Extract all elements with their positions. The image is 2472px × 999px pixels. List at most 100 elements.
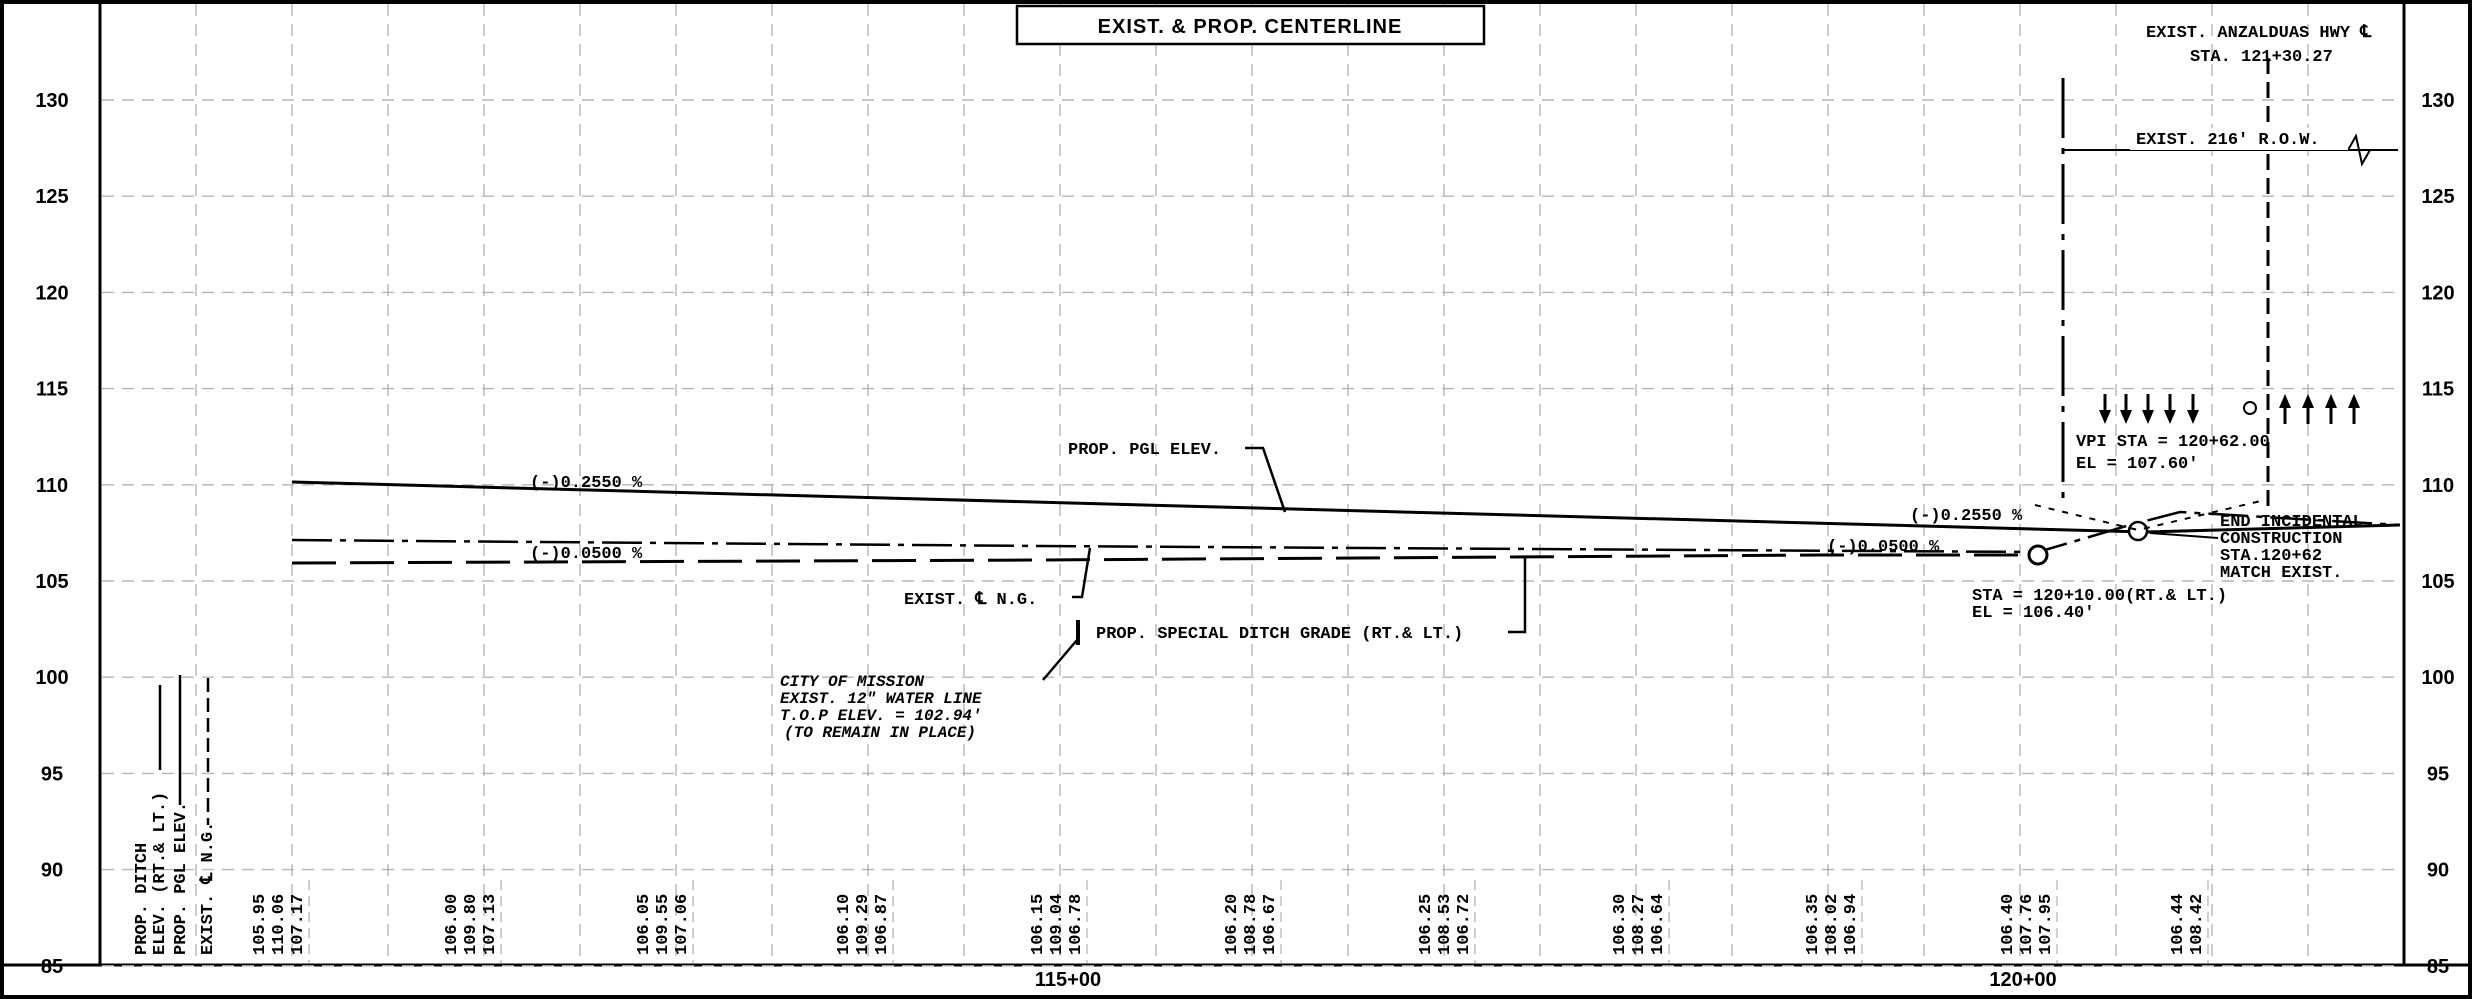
grade-label-ng-left: (-)0.0500 % [530,545,643,564]
vpi-sta-label: VPI STA = 120+62.00 [2076,433,2270,452]
elevation-value: 106.78 [1067,894,1086,955]
elevation-value: 106.94 [1842,894,1861,955]
row-label-ditch-1: PROP. DITCH [133,843,152,955]
elevation-value: 105.95 [251,894,270,955]
elevation-value: 106.30 [1611,894,1630,955]
elevation-label-right: 130 [2421,90,2454,112]
vpi-arrows [2099,394,2360,424]
vpi-el-label: EL = 107.60' [2076,455,2198,474]
elevation-label-left: 110 [36,475,68,497]
elevation-value: 106.44 [2169,894,2188,955]
arrow-down-icon [2187,410,2199,424]
hwy-label-1: EXIST. ANZALDUAS HWY ℄ [2146,24,2372,43]
row-label: EXIST. 216' R.O.W. [2136,131,2320,150]
exist-ng-leader [1072,547,1092,599]
elevation-label-right: 85 [2427,956,2449,978]
ditch-end-circle [2027,544,2049,566]
elevation-value: 109.04 [1048,894,1067,955]
elevation-value: 108.02 [1823,894,1842,955]
elevation-value: 106.10 [835,894,854,955]
elevation-value: 106.67 [1261,894,1280,955]
elevation-value: 107.95 [2037,894,2056,955]
ditch-sta-label: STA = 120+10.00(RT.& LT.) [1972,587,2227,606]
elevation-label-right: 120 [2421,282,2454,304]
elevation-label-right: 100 [2421,667,2454,689]
end-incidental-leader [2149,532,2219,539]
water-line-leader [1042,639,1078,681]
elevation-columns: 105.95 110.06 107.17 106.00 109.80 107.13 106.… [251,880,2209,963]
end-incidental-4: MATCH EXIST. [2220,564,2342,583]
elevation-label-right: 90 [2427,860,2449,882]
elevation-value: 107.13 [481,894,500,955]
elevation-value: 106.40 [1999,894,2018,955]
elevation-value: 106.05 [635,894,654,955]
station-label-12000: 120+00 [1989,969,2056,991]
end-incidental-3: STA.120+62 [2220,547,2322,566]
elevation-axis: 130 130 125 125 120 120 115 115 110 110 105 105 100 1… [35,90,2454,978]
elevation-value: 107.17 [289,894,308,955]
ditch-grade-leader [1508,557,1527,634]
water-line-text-4: (TO REMAIN IN PLACE) [784,724,976,742]
elevation-value: 109.80 [462,894,481,955]
ditch-el-label: EL = 106.40' [1972,604,2094,623]
arrow-up-icon [2348,394,2360,408]
arrow-up-icon [2302,394,2314,408]
grid [102,4,2402,967]
elevation-value: 106.64 [1649,894,1668,955]
elevation-label-left: 120 [35,282,68,304]
station-label-11500: 115+00 [1035,969,1101,991]
arrow-up-icon [2325,394,2337,408]
water-line-text-3: T.O.P ELEV. = 102.94' [780,707,982,725]
elevation-label-left: 90 [41,860,63,882]
elevation-label-left: 125 [35,186,68,208]
elevation-value: 106.72 [1455,894,1474,955]
elevation-label-right: 110 [2422,475,2454,497]
end-incidental-2: CONSTRUCTION [2220,530,2342,549]
special-ditch-grade-line [291,553,2035,565]
elevation-label-right: 95 [2427,763,2449,785]
pgl-label-leader [1245,446,1287,513]
arrow-down-icon [2142,410,2154,424]
elevation-value: 106.15 [1029,894,1048,955]
elevation-value: 109.29 [854,894,873,955]
elevation-value: 108.42 [2188,894,2207,955]
elevation-label-right: 105 [2421,571,2454,593]
end-incidental-1: END INCIDENTAL [2220,513,2363,532]
row-label-bg [2130,128,2348,150]
water-line-text-1: CITY OF MISSION [780,673,924,691]
elevation-label-left: 85 [41,956,63,978]
arrow-down-icon [2164,410,2176,424]
row-label-pgl: PROP. PGL ELEV. [172,802,191,955]
vpi-circle [2127,520,2149,542]
arrow-down-icon [2099,410,2111,424]
elevation-label-left: 105 [35,571,68,593]
row-label-ditch-2: ELEV. (RT.& LT.) [151,792,170,955]
elevation-label-left: 115 [36,379,68,401]
elevation-value: 107.06 [673,894,692,955]
elevation-value: 108.78 [1242,894,1261,955]
elevation-value: 110.06 [270,894,289,955]
elevation-value: 107.76 [2018,894,2037,955]
elevation-value: 108.53 [1436,894,1455,955]
grade-label-ng-right: (-)0.0500 % [1827,538,1940,557]
elevation-value: 106.87 [873,894,892,955]
title: EXIST. & PROP. CENTERLINE [1098,16,1403,38]
arrow-down-icon [2120,410,2132,424]
pgl-label: PROP. PGL ELEV. [1068,441,1221,460]
existing-ng-line [291,510,2401,554]
elevation-value: 106.25 [1417,894,1436,955]
centerline-symbol [2243,401,2257,415]
elevation-label-right: 125 [2421,186,2454,208]
grade-label-pgl-right: (-)0.2550 % [1910,507,2023,526]
row-break-symbol [2347,133,2371,167]
title-box [1015,4,1486,46]
grade-label-pgl-left: (-)0.2550 % [530,474,643,493]
elevation-value: 106.35 [1804,894,1823,955]
exist-ng-label: EXIST. ℄ N.G. [904,591,1037,610]
elevation-label-right: 115 [2422,379,2454,401]
arrow-up-icon [2279,394,2291,408]
elevation-label-left: 95 [41,763,63,785]
elevation-value: 106.20 [1223,894,1242,955]
